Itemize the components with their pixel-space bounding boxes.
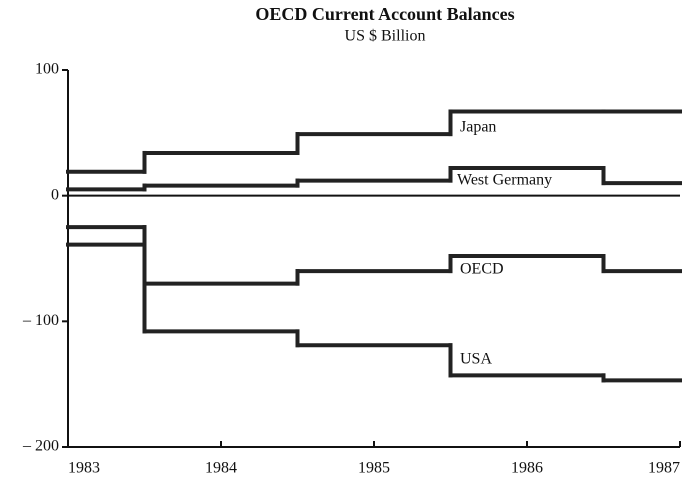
label-background [454,170,556,190]
chart-subtitle: US $ Billion [345,28,426,45]
series-label: West Germany [457,172,552,189]
x-tick-label: 1983 [68,460,100,477]
label-background [457,349,496,369]
x-tick-label: 1987 [648,460,680,477]
y-tick-label: 100 [35,61,59,78]
y-tick-label: – 200 [22,438,59,455]
series-label: Japan [460,119,496,136]
series-label: OECD [460,261,504,278]
x-tick-label: 1985 [358,460,390,477]
label-background [457,259,507,279]
x-tick-label: 1986 [511,460,543,477]
x-tick-label: 1984 [205,460,237,477]
y-tick-label: – 100 [22,312,59,329]
y-tick-label: 0 [51,186,59,203]
label-background [457,117,500,137]
series-label: USA [460,351,492,368]
chart-title: OECD Current Account Balances [255,4,514,24]
